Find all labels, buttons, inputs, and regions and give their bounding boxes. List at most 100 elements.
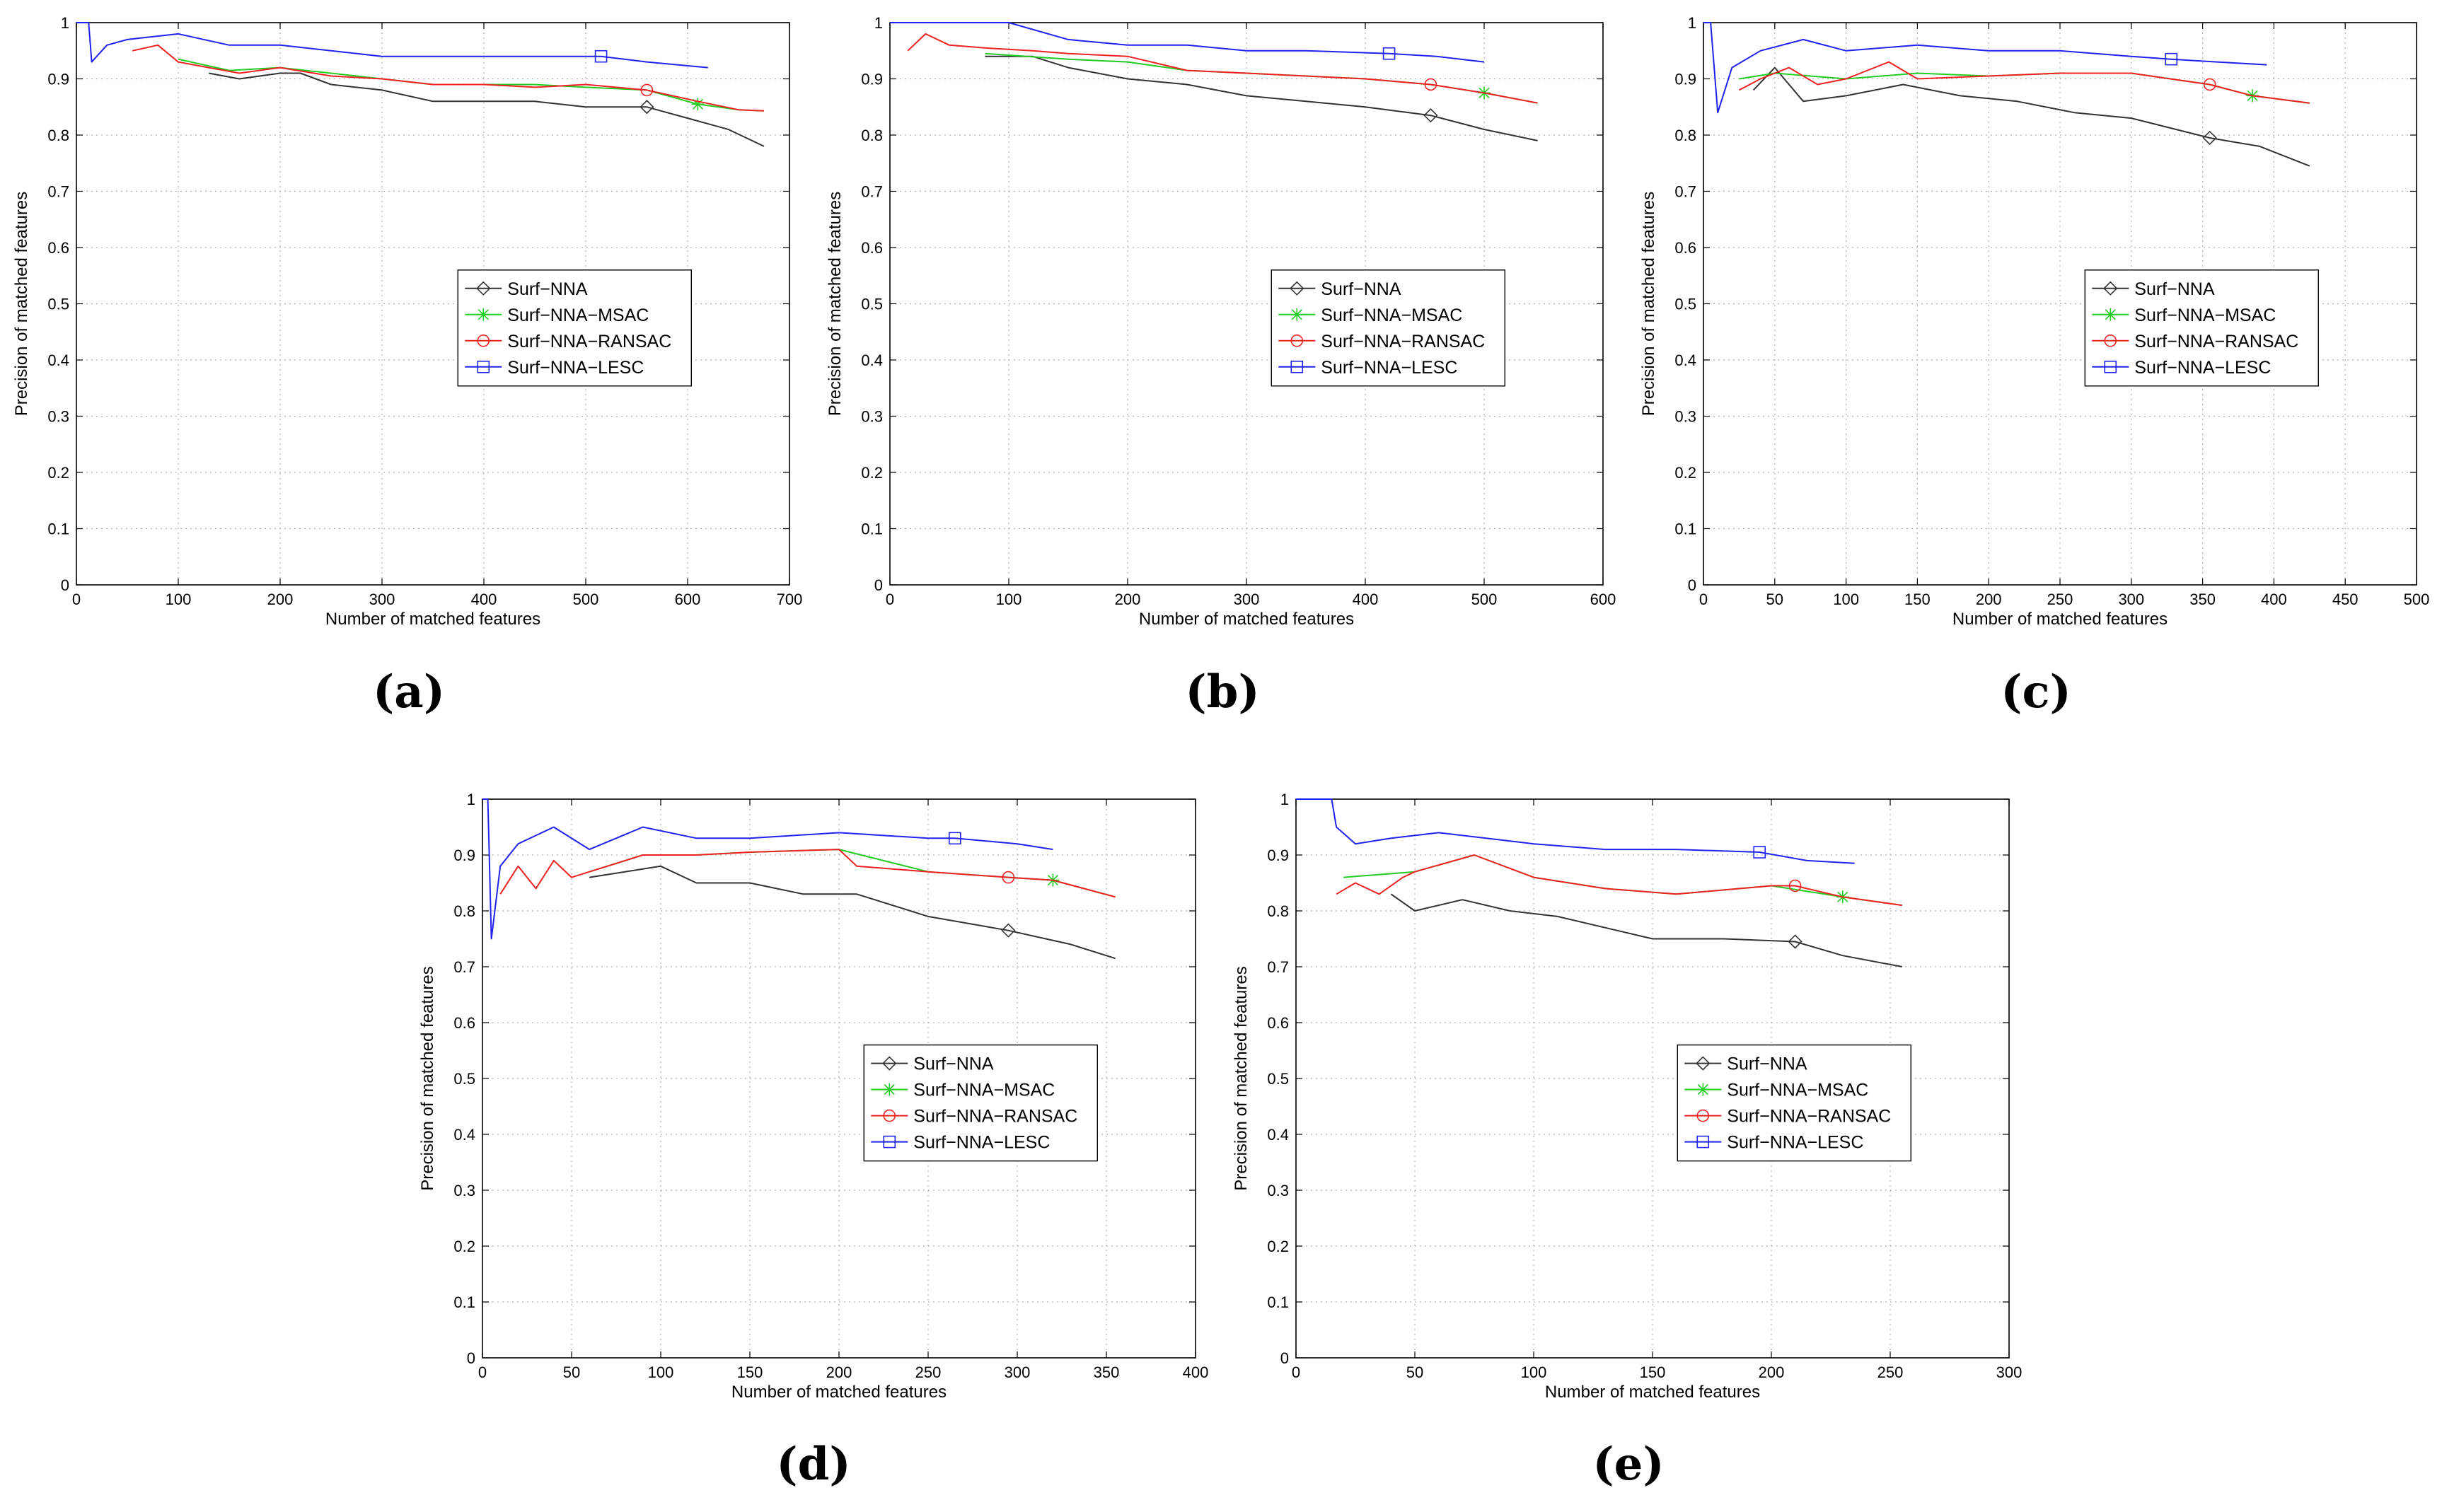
x-tick-label: 200 [1115,591,1141,608]
legend-marker-1 [1696,1083,1710,1096]
series-marker-0 [1001,923,1016,938]
panel-caption: (e) [1592,1438,1664,1491]
x-tick-label: 200 [826,1363,852,1381]
series-line-3 [890,22,1485,63]
series-marker-1 [691,98,705,111]
chart-panel-e: 0 0.1 0.2 0.3 0.4 0.5 0.6 0.7 0.8 0.9 1 0 50 100 150 20… [1232,791,2022,1491]
y-tick-label: 0.4 [47,351,69,369]
x-tick-label: 150 [1640,1363,1666,1381]
legend-label-0: Surf−NNA [1727,1054,1807,1074]
x-tick-label: 300 [369,591,395,608]
y-axis-label: Precision of matched features [1232,966,1251,1191]
legend: Surf−NNA Surf−NNA−MSAC Surf−NNA−RANSAC Surf… [457,269,692,387]
y-tick-label: 1 [1688,14,1696,32]
x-tick-label: 400 [1183,1363,1209,1381]
chart-panel-c: 0 0.1 0.2 0.3 0.4 0.5 0.6 0.7 0.8 0.9 1 0 50 100 150 20… [1639,14,2429,719]
panel-caption: (a) [373,665,445,719]
legend-label-1: Surf−NNA−MSAC [913,1081,1055,1100]
y-tick-label: 0.3 [47,408,69,426]
series-line-0 [209,72,765,147]
x-tick-label: 0 [1292,1363,1300,1381]
x-tick-label: 50 [563,1363,580,1381]
legend-label-2: Surf−NNA−RANSAC [1727,1107,1891,1127]
x-tick-label: 300 [1996,1363,2023,1381]
y-tick-label: 0.2 [861,464,883,482]
y-tick-label: 0.5 [1674,296,1696,313]
legend-marker-0 [1696,1056,1711,1071]
x-tick-label: 100 [166,591,192,608]
y-tick-label: 0.1 [1674,521,1696,538]
y-tick-label: 0 [874,576,883,594]
y-tick-label: 0.3 [453,1182,475,1199]
legend-marker-1 [477,308,490,321]
y-tick-label: 0.6 [861,239,883,257]
series-marker-2 [2203,78,2216,91]
x-tick-label: 400 [2261,591,2287,608]
x-tick-label: 250 [1877,1363,1904,1381]
legend-marker-2 [883,1109,896,1122]
y-tick-label: 0.7 [453,958,475,976]
legend-marker-0 [882,1056,897,1071]
series-marker-3 [2165,52,2178,66]
x-tick-label: 50 [1406,1363,1423,1381]
series-marker-3 [1753,846,1766,859]
legend-marker-0 [1290,281,1304,296]
series-line-2 [1336,854,1902,907]
series-line-2 [499,849,1116,898]
y-tick-label: 0 [467,1349,475,1367]
legend-label-0: Surf−NNA [507,279,588,299]
y-tick-label: 1 [1280,791,1289,808]
series-line-0 [1752,66,2310,167]
series-line-0 [1390,893,1902,967]
x-tick-label: 600 [1590,591,1616,608]
y-tick-label: 0.6 [1674,239,1696,257]
x-tick-label: 200 [1759,1363,1785,1381]
x-tick-label: 0 [886,591,894,608]
legend-label-2: Surf−NNA−RANSAC [1321,332,1485,351]
y-tick-label: 0.9 [1674,71,1696,88]
legend-marker-0 [476,281,491,296]
legend-marker-3 [2104,360,2117,373]
y-tick-label: 0.9 [1267,847,1289,864]
y-tick-label: 0.4 [861,351,883,369]
x-tick-label: 300 [2118,591,2144,608]
y-tick-label: 0.2 [1267,1238,1289,1255]
legend-label-0: Surf−NNA [1321,279,1401,299]
y-tick-label: 0.6 [1267,1014,1289,1032]
y-tick-label: 0.5 [47,296,69,313]
legend-label-2: Surf−NNA−RANSAC [507,332,671,351]
chart-panel-b: 0 0.1 0.2 0.3 0.4 0.5 0.6 0.7 0.8 0.9 1 0 100 200 300 4… [826,14,1616,719]
legend-marker-2 [2104,334,2117,347]
y-tick-label: 0.1 [861,521,883,538]
y-axis-label: Precision of matched features [826,192,845,417]
x-axis-label: Number of matched features [325,610,540,629]
plot-frame [482,798,1196,1359]
x-tick-label: 400 [471,591,497,608]
x-tick-label: 700 [777,591,803,608]
legend-marker-3 [1696,1135,1710,1148]
y-tick-label: 0.8 [1267,902,1289,920]
x-tick-label: 0 [478,1363,487,1381]
x-tick-label: 300 [1005,1363,1031,1381]
legend: Surf−NNA Surf−NNA−MSAC Surf−NNA−RANSAC Surf… [863,1044,1098,1162]
y-tick-label: 0.4 [1674,351,1696,369]
legend-label-2: Surf−NNA−RANSAC [2134,332,2298,351]
x-tick-label: 0 [72,591,81,608]
legend-label-3: Surf−NNA−LESC [2134,358,2271,378]
y-tick-label: 0.5 [1267,1070,1289,1088]
legend-marker-3 [1290,360,1304,373]
y-tick-label: 0.9 [861,71,883,88]
legend-marker-3 [883,1135,896,1148]
y-tick-label: 0.6 [453,1014,475,1032]
series-marker-2 [640,83,654,97]
y-tick-label: 0.1 [453,1293,475,1311]
y-tick-label: 0.2 [1674,464,1696,482]
y-tick-label: 0 [61,576,69,594]
series-marker-0 [1423,108,1438,123]
x-tick-label: 500 [1471,591,1498,608]
y-tick-label: 0.1 [47,521,69,538]
x-axis-label: Number of matched features [1545,1383,1760,1402]
series-marker-3 [949,832,961,845]
series-line-3 [482,798,1053,940]
x-tick-label: 600 [675,591,701,608]
